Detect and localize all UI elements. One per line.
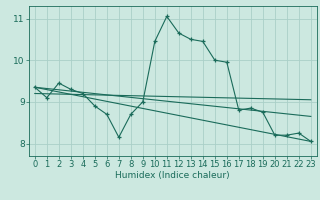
X-axis label: Humidex (Indice chaleur): Humidex (Indice chaleur)	[116, 171, 230, 180]
